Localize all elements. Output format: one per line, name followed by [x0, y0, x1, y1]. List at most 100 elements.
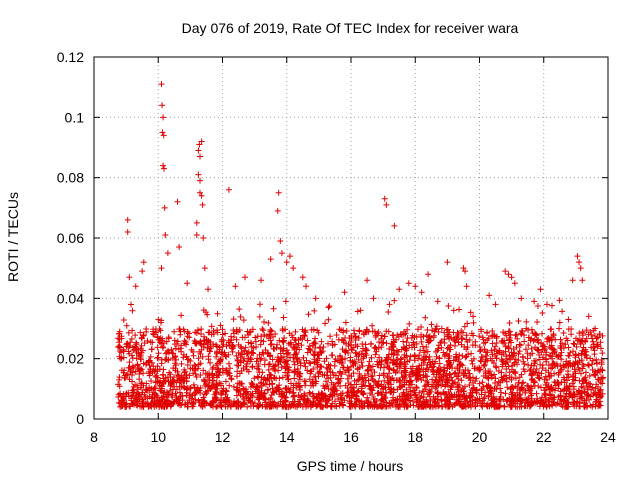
data-point — [256, 313, 263, 320]
data-point — [582, 369, 589, 376]
data-point — [302, 382, 309, 389]
data-point — [444, 345, 451, 352]
data-point — [320, 395, 327, 402]
data-point — [366, 401, 373, 408]
data-point — [453, 396, 460, 403]
data-point — [193, 231, 200, 238]
data-point — [566, 387, 573, 394]
data-point — [351, 389, 358, 396]
data-point — [183, 385, 190, 392]
data-point — [255, 361, 262, 368]
data-point — [407, 401, 414, 408]
data-point — [429, 327, 436, 334]
data-point — [355, 387, 362, 394]
data-point — [416, 389, 423, 396]
data-point — [372, 334, 379, 341]
data-point — [468, 357, 475, 364]
data-point — [145, 402, 152, 409]
data-point — [124, 371, 131, 378]
data-point — [397, 331, 404, 338]
data-point — [210, 327, 217, 334]
data-point — [223, 398, 230, 405]
data-point — [184, 280, 191, 287]
data-point — [311, 359, 318, 366]
data-point — [568, 331, 575, 338]
data-point — [435, 345, 442, 352]
data-point — [307, 347, 314, 354]
data-point — [542, 394, 549, 401]
data-point — [266, 353, 273, 360]
data-point — [350, 327, 357, 334]
data-point — [505, 363, 512, 370]
data-point — [470, 313, 477, 320]
data-point — [208, 401, 215, 408]
data-point — [351, 377, 358, 384]
data-point — [237, 359, 244, 366]
data-point — [255, 366, 262, 373]
data-point — [459, 352, 466, 359]
data-point — [412, 392, 419, 399]
data-point — [483, 329, 490, 336]
data-point — [445, 352, 452, 359]
data-point — [198, 192, 205, 199]
data-point — [200, 399, 207, 406]
data-point — [270, 305, 277, 312]
data-point — [124, 340, 131, 347]
data-point — [190, 381, 197, 388]
data-point — [572, 368, 579, 375]
data-point — [599, 350, 606, 357]
data-point — [183, 392, 190, 399]
data-point — [274, 341, 281, 348]
data-point — [570, 399, 577, 406]
data-point — [201, 333, 208, 340]
data-point — [577, 265, 584, 272]
data-point — [436, 377, 443, 384]
data-point — [294, 358, 301, 365]
data-point — [426, 338, 433, 345]
data-point — [513, 331, 520, 338]
data-point — [447, 386, 454, 393]
data-point — [178, 312, 185, 319]
data-point — [128, 371, 135, 378]
data-point — [356, 376, 363, 383]
axes-layer: 8 10 12 14 16 18 20 22 24 0 0.02 0.04 0.06 0.08 0.1 0.1… — [57, 49, 616, 445]
data-point — [168, 380, 175, 387]
data-point — [455, 339, 462, 346]
data-point — [169, 350, 176, 357]
data-point — [226, 382, 233, 389]
data-point — [415, 326, 422, 333]
data-point — [371, 396, 378, 403]
data-point — [136, 365, 143, 372]
data-point — [547, 326, 554, 333]
data-point — [392, 369, 399, 376]
data-point — [539, 399, 546, 406]
data-point — [427, 401, 434, 408]
data-point — [286, 330, 293, 337]
data-point — [249, 326, 256, 333]
data-point — [425, 271, 432, 278]
data-point — [233, 352, 240, 359]
data-point — [139, 268, 146, 275]
data-point — [233, 392, 240, 399]
data-point — [512, 356, 519, 363]
data-point — [587, 381, 594, 388]
data-point — [116, 374, 123, 381]
data-point — [534, 395, 541, 402]
data-point — [394, 356, 401, 363]
data-point — [176, 383, 183, 390]
data-point — [441, 367, 448, 374]
data-point — [459, 335, 466, 342]
data-point — [449, 393, 456, 400]
data-point — [274, 402, 281, 409]
data-point — [370, 295, 377, 302]
data-point — [347, 354, 354, 361]
data-point — [524, 355, 531, 362]
data-point — [416, 401, 423, 408]
data-point — [554, 378, 561, 385]
data-point — [136, 371, 143, 378]
data-point — [353, 350, 360, 357]
data-point — [213, 374, 220, 381]
data-point — [318, 364, 325, 371]
data-point — [295, 398, 302, 405]
data-point — [523, 396, 530, 403]
